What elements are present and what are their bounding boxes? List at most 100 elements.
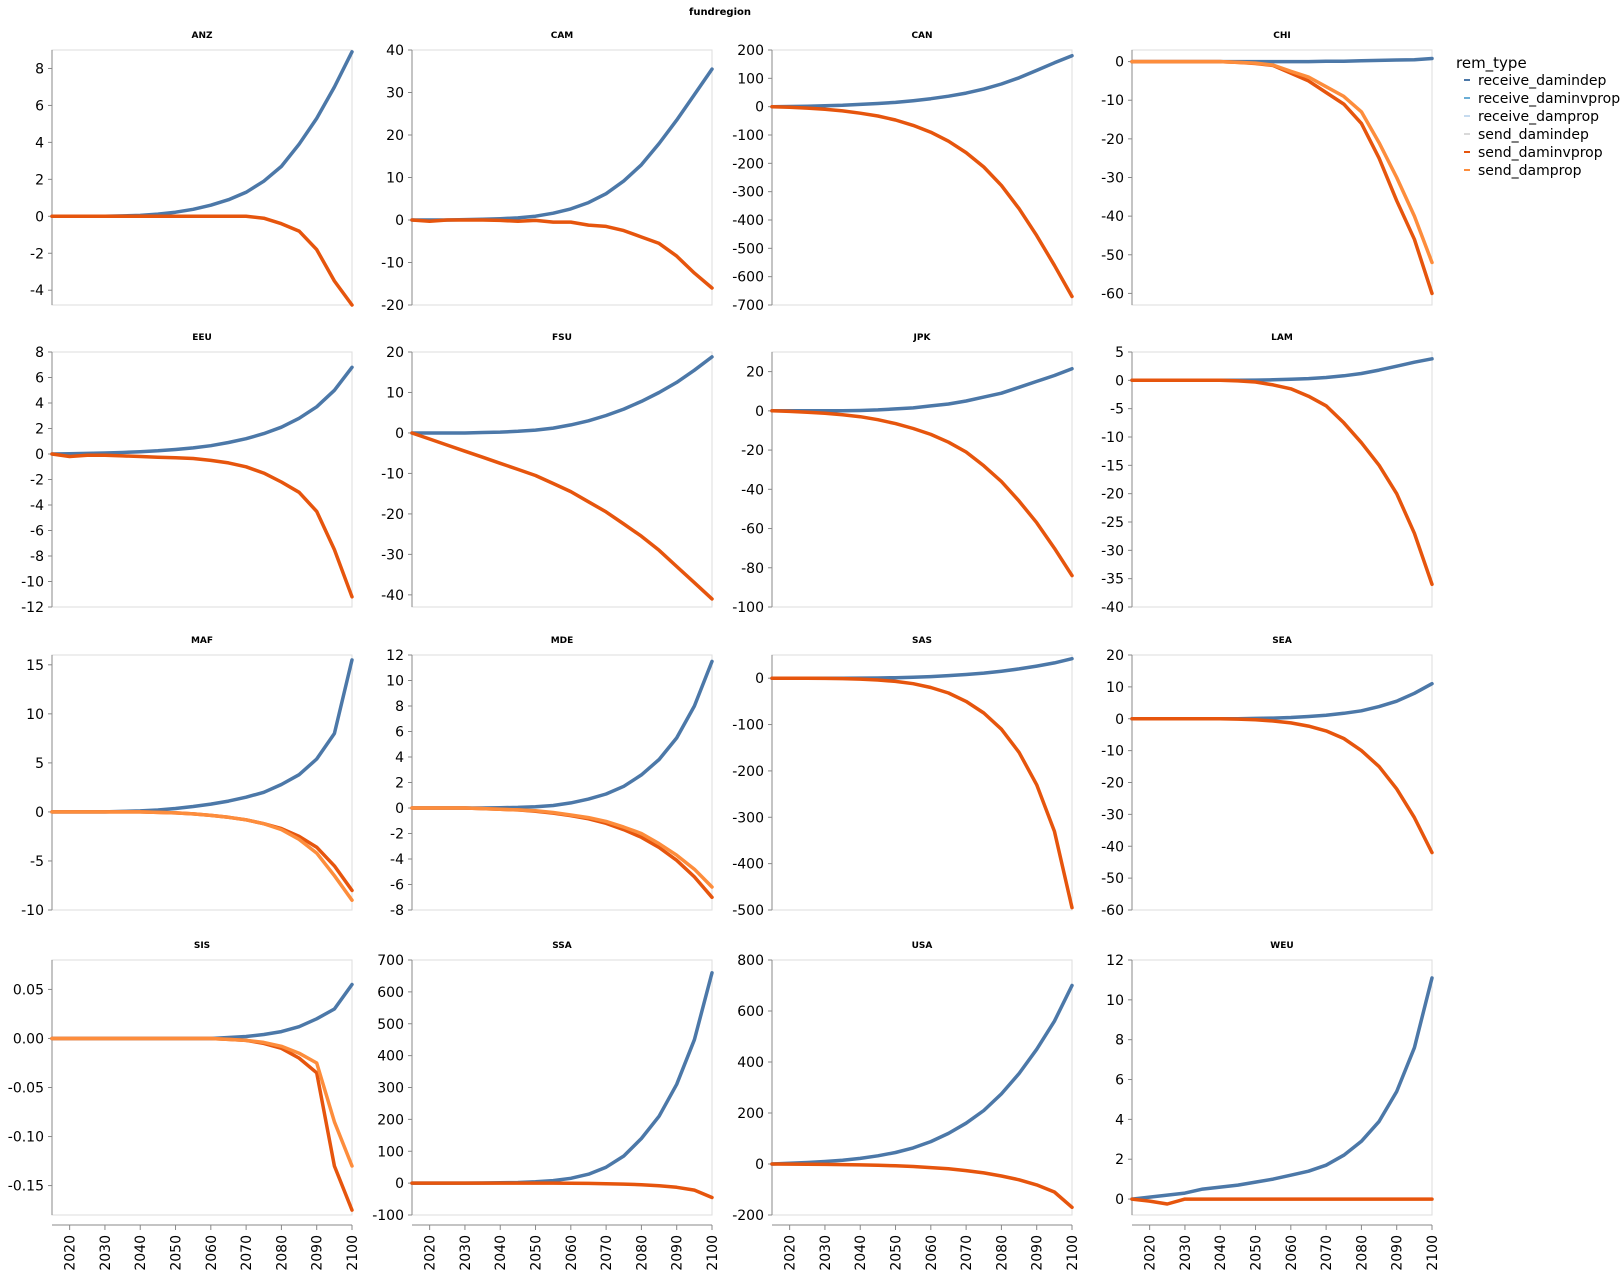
y-tick-label: -40 bbox=[1101, 600, 1124, 616]
plot-frame bbox=[411, 959, 713, 1216]
series-line-send_daminvprop bbox=[1130, 59, 1434, 296]
plot-frame bbox=[51, 654, 353, 911]
x-tick-label: 2060 bbox=[564, 1235, 580, 1271]
x-tick-label: 2050 bbox=[529, 1235, 545, 1271]
y-tick-label: 0 bbox=[395, 801, 404, 817]
y-tick-label: 0.05 bbox=[13, 982, 44, 998]
series-line-send_daminvprop bbox=[770, 1162, 1074, 1210]
plot-frame bbox=[411, 49, 713, 306]
y-tick-label: -30 bbox=[381, 547, 404, 563]
y-tick-label: 20 bbox=[746, 365, 764, 381]
y-tick-label: -0.15 bbox=[8, 1179, 44, 1195]
y-tick-label: 12 bbox=[1106, 953, 1124, 969]
series-line-send_damprop bbox=[50, 1036, 354, 1168]
series-line-send_daminvprop bbox=[1130, 378, 1434, 587]
series-line-receive_damindep bbox=[410, 659, 714, 810]
x-tick-label: 2030 bbox=[1178, 1235, 1194, 1271]
y-tick-label: 10 bbox=[26, 707, 44, 723]
y-tick-label: -300 bbox=[732, 185, 764, 201]
plot-frame bbox=[771, 351, 1073, 608]
y-tick-label: 0 bbox=[755, 404, 764, 420]
x-tick-label: 2030 bbox=[98, 1235, 114, 1271]
panel-title: EEU bbox=[192, 333, 212, 343]
y-tick-label: 0 bbox=[35, 209, 44, 225]
x-tick-label: 2100 bbox=[345, 1235, 361, 1271]
legend-label: receive_damprop bbox=[1478, 109, 1599, 125]
x-tick-label: 2040 bbox=[1213, 1235, 1229, 1271]
y-tick-label: 100 bbox=[377, 1144, 404, 1160]
series-line-receive_damindep bbox=[770, 656, 1074, 680]
y-tick-label: -15 bbox=[1101, 458, 1124, 474]
y-tick-label: 500 bbox=[377, 1017, 404, 1033]
plot-frame bbox=[51, 351, 353, 608]
legend-label: receive_daminvprop bbox=[1478, 91, 1620, 107]
legend-label: send_damprop bbox=[1478, 163, 1582, 179]
y-tick-label: 400 bbox=[377, 1049, 404, 1065]
series-line-receive_damindep bbox=[50, 982, 354, 1041]
y-tick-label: 2 bbox=[35, 172, 44, 188]
y-tick-label: -30 bbox=[1101, 171, 1124, 187]
y-tick-label: 2 bbox=[1115, 1152, 1124, 1168]
y-tick-label: -100 bbox=[372, 1208, 404, 1224]
panel-fsu: FSU 20 10 0 -10 -20 -30 -40 bbox=[381, 333, 714, 608]
series-line-send_damprop bbox=[50, 810, 354, 902]
y-tick-label: -0.05 bbox=[8, 1081, 44, 1097]
y-tick-label: 4 bbox=[35, 396, 44, 412]
x-tick-label: 2080 bbox=[1354, 1235, 1370, 1271]
y-tick-label: 4 bbox=[395, 750, 404, 766]
y-tick-label: -4 bbox=[30, 283, 44, 299]
y-tick-label: 4 bbox=[35, 135, 44, 151]
y-tick-label: -12 bbox=[21, 600, 44, 616]
x-tick-label: 2070 bbox=[239, 1235, 255, 1271]
series-line-receive_damindep bbox=[410, 355, 714, 435]
panel-usa: USA 800 600 400 200 0 -200 2020 2030 2040 2050 2060… bbox=[732, 941, 1081, 1271]
series-line-send_daminvprop bbox=[1130, 1197, 1434, 1206]
legend: rem_type receive_damindep receive_daminvp… bbox=[1456, 54, 1620, 179]
panel-anz: ANZ 8 6 4 2 0 -2 -4 bbox=[30, 31, 354, 307]
panel-title: JPK bbox=[913, 333, 932, 343]
x-tick-label: 2050 bbox=[169, 1235, 185, 1271]
y-tick-label: -40 bbox=[381, 588, 404, 604]
series-line-send_daminvprop bbox=[410, 218, 714, 290]
series-line-send_daminvprop bbox=[770, 676, 1074, 910]
y-tick-label: 400 bbox=[737, 1055, 764, 1071]
y-tick-label: -30 bbox=[1101, 543, 1124, 559]
y-tick-label: 10 bbox=[1106, 680, 1124, 696]
series-line-send_daminvprop bbox=[50, 452, 354, 599]
y-tick-label: -40 bbox=[741, 482, 764, 498]
x-tick-label: 2090 bbox=[1390, 1235, 1406, 1271]
panel-maf: MAF 15 10 5 0 -5 -10 bbox=[21, 636, 354, 919]
y-tick-label: 20 bbox=[1106, 648, 1124, 664]
series-line-send_daminvprop bbox=[410, 431, 714, 601]
panel-title: LAM bbox=[1271, 333, 1293, 343]
panel-title: SEA bbox=[1272, 636, 1292, 646]
y-tick-label: -10 bbox=[381, 256, 404, 272]
x-tick-label: 2020 bbox=[63, 1235, 79, 1271]
y-tick-label: -10 bbox=[21, 575, 44, 591]
series-line-send_daminvprop bbox=[50, 810, 354, 893]
x-tick-label: 2070 bbox=[599, 1235, 615, 1271]
y-tick-label: -20 bbox=[1101, 487, 1124, 503]
y-tick-label: -10 bbox=[1101, 430, 1124, 446]
y-tick-label: 100 bbox=[737, 71, 764, 87]
y-tick-label: 0 bbox=[755, 1157, 764, 1173]
x-tick-label: 2020 bbox=[423, 1235, 439, 1271]
panel-title: ANZ bbox=[191, 31, 212, 41]
y-tick-label: 6 bbox=[395, 725, 404, 741]
y-tick-label: -200 bbox=[732, 1208, 764, 1224]
x-tick-label: 2060 bbox=[204, 1235, 220, 1271]
y-tick-label: 6 bbox=[1115, 1073, 1124, 1089]
y-tick-label: -100 bbox=[732, 718, 764, 734]
x-tick-label: 2060 bbox=[1284, 1235, 1300, 1271]
panel-title: SAS bbox=[912, 636, 932, 646]
x-tick-label: 2090 bbox=[1030, 1235, 1046, 1271]
x-tick-label: 2060 bbox=[924, 1235, 940, 1271]
y-tick-label: -20 bbox=[1101, 132, 1124, 148]
y-tick-label: 10 bbox=[1106, 993, 1124, 1009]
x-tick-label: 2040 bbox=[133, 1235, 149, 1271]
y-tick-label: -10 bbox=[1101, 744, 1124, 760]
y-tick-label: -700 bbox=[732, 298, 764, 314]
x-tick-label: 2070 bbox=[959, 1235, 975, 1271]
y-tick-label: 600 bbox=[737, 1004, 764, 1020]
